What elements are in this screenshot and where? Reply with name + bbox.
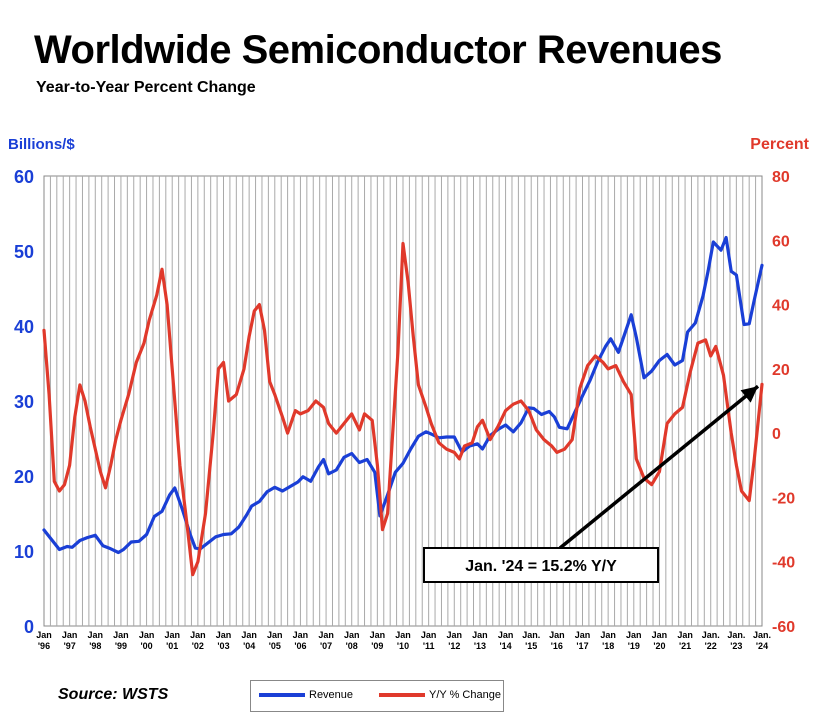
x-tick-label: Jan: [421, 630, 437, 640]
annotation-box: [423, 547, 659, 583]
x-tick-label: Jan: [164, 630, 180, 640]
series-line-yoy-change: [42, 241, 764, 577]
legend-label-yoy: Y/Y % Change: [429, 689, 501, 701]
annotation-arrow-line: [558, 384, 760, 550]
x-tick-label: Jan: [370, 630, 386, 640]
left-tick-label: 30: [14, 392, 34, 412]
chart-title: Worldwide Semiconductor Revenues: [34, 28, 722, 72]
x-tick-label: Jan: [241, 630, 257, 640]
legend-swatch-revenue: [259, 693, 305, 697]
x-tick-label-year: '10: [397, 641, 409, 651]
left-tick-label: 40: [14, 317, 34, 337]
left-tick-label: 60: [14, 167, 34, 187]
x-tick-label-year: '24: [756, 641, 768, 651]
x-tick-label-year: '14: [499, 641, 511, 651]
x-tick-label-year: '16: [551, 641, 563, 651]
x-tick-label-year: '03: [217, 641, 229, 651]
chart-plot: 0102030405060-60-40-20020406080Jan'96Jan…: [14, 167, 795, 651]
x-tick-label: Jan.: [702, 630, 720, 640]
x-tick-label-year: '05: [269, 641, 281, 651]
x-tick-label-year: '12: [448, 641, 460, 651]
right-axis-label: Percent: [750, 136, 809, 153]
right-tick-label: -60: [772, 619, 795, 636]
x-tick-label: Jan: [344, 630, 360, 640]
right-tick-label: -40: [772, 555, 795, 572]
x-tick-label: Jan: [447, 630, 463, 640]
x-tick-label: Jan: [652, 630, 668, 640]
annotation-arrowhead: [740, 386, 758, 403]
x-tick-label: Jan: [113, 630, 129, 640]
x-tick-label-year: '13: [474, 641, 486, 651]
x-tick-label: Jan: [62, 630, 78, 640]
x-tick-label-year: '18: [602, 641, 614, 651]
x-tick-label: Jan: [575, 630, 591, 640]
x-tick-label-year: '15: [525, 641, 537, 651]
x-tick-label: Jan: [600, 630, 616, 640]
series-line-revenue: [42, 235, 764, 555]
left-tick-label: 20: [14, 467, 34, 487]
legend-item-revenue: Revenue: [259, 689, 353, 701]
x-tick-label-year: '99: [115, 641, 127, 651]
legend-item-yoy: Y/Y % Change: [379, 689, 501, 701]
x-tick-label: Jan: [626, 630, 642, 640]
x-tick-label: Jan: [549, 630, 565, 640]
x-tick-label-year: '21: [679, 641, 691, 651]
left-tick-label: 10: [14, 542, 34, 562]
x-tick-label-year: '17: [576, 641, 588, 651]
right-tick-label: -20: [772, 490, 795, 507]
legend-label-revenue: Revenue: [309, 689, 354, 701]
x-tick-label-year: '20: [653, 641, 665, 651]
left-tick-label: 0: [24, 617, 34, 637]
x-tick-label: Jan: [498, 630, 514, 640]
chart-subtitle: Year-to-Year Percent Change: [36, 79, 256, 96]
x-tick-label-year: '97: [64, 641, 76, 651]
x-tick-label: Jan: [88, 630, 104, 640]
x-tick-label-year: '08: [346, 641, 358, 651]
x-tick-label: Jan: [677, 630, 693, 640]
x-tick-label: Jan: [139, 630, 155, 640]
x-tick-label-year: '98: [89, 641, 101, 651]
x-tick-label-year: '06: [294, 641, 306, 651]
x-tick-label: Jan: [293, 630, 309, 640]
x-tick-label-year: '11: [423, 641, 435, 651]
source-note: Source: WSTS: [58, 686, 169, 703]
x-tick-label-year: '01: [166, 641, 178, 651]
x-tick-label-year: '23: [730, 641, 742, 651]
x-tick-label: Jan.: [522, 630, 540, 640]
x-tick-label-year: '22: [705, 641, 717, 651]
x-tick-label-year: '96: [38, 641, 50, 651]
right-tick-label: 40: [772, 298, 790, 315]
x-tick-label-year: '04: [243, 641, 255, 651]
x-tick-label: Jan: [36, 630, 52, 640]
x-tick-label-year: '02: [192, 641, 204, 651]
left-axis-label: Billions/$: [8, 136, 75, 153]
right-tick-label: 60: [772, 233, 790, 250]
x-tick-label: Jan: [318, 630, 334, 640]
right-tick-label: 20: [772, 362, 790, 379]
x-tick-label-year: '07: [320, 641, 332, 651]
chart-legend: Revenue Y/Y % Change: [250, 680, 504, 712]
right-tick-label: 80: [772, 169, 790, 186]
x-tick-label: Jan: [216, 630, 232, 640]
legend-swatch-yoy: [379, 693, 425, 697]
right-tick-label: 0: [772, 426, 781, 443]
x-tick-label-year: '09: [371, 641, 383, 651]
x-tick-label: Jan: [472, 630, 488, 640]
left-tick-label: 50: [14, 242, 34, 262]
x-tick-label-year: '19: [628, 641, 640, 651]
x-tick-label: Jan: [395, 630, 411, 640]
x-tick-label: Jan: [267, 630, 283, 640]
x-tick-label: Jan.: [753, 630, 771, 640]
x-tick-label: Jan.: [727, 630, 745, 640]
x-tick-label-year: '00: [140, 641, 152, 651]
x-tick-label: Jan: [190, 630, 206, 640]
annotation-text: Jan. '24 = 15.2% Y/Y: [465, 558, 617, 575]
